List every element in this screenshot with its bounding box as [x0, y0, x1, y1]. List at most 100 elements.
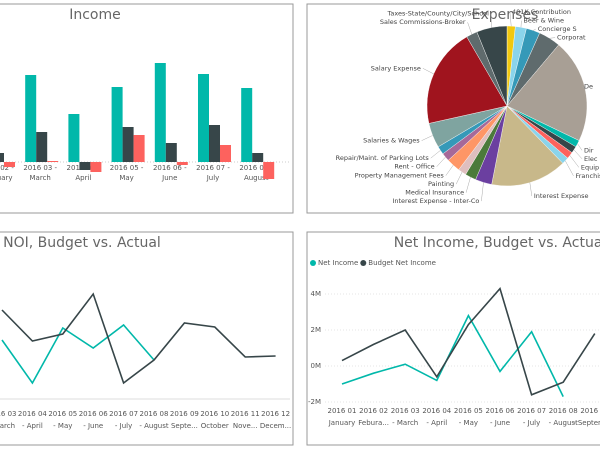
x-tick-label: 2016 09	[580, 407, 600, 415]
chart-title: NOI, Budget vs. Actual	[3, 235, 161, 251]
chart-title: Income	[69, 7, 121, 23]
pie-slice	[491, 105, 564, 187]
x-tick-label: 2016 01	[328, 407, 357, 415]
bar	[68, 114, 80, 162]
pie-label: Franchis	[575, 172, 600, 180]
x-tick-label: - July	[523, 419, 540, 427]
x-tick-label: Febura...	[358, 419, 389, 427]
leader-line	[549, 37, 556, 39]
legend-label: Net Income	[318, 259, 358, 267]
pie-label: Painting	[428, 180, 454, 188]
bar	[176, 162, 188, 165]
legend-label: Budget Net Income	[368, 259, 436, 267]
x-tick-label: - August	[139, 422, 169, 430]
leader-line	[436, 156, 446, 167]
y-tick-label: 0M	[311, 362, 322, 370]
x-tick-label: 2016 05	[454, 407, 483, 415]
x-tick-label: - September	[573, 419, 600, 427]
x-tick-label: 2016 02 -	[0, 164, 14, 172]
pie-label: Rent - Office	[394, 163, 434, 171]
x-tick-label: - July	[115, 422, 132, 430]
x-tick-label: 2016 06	[486, 407, 515, 415]
bar	[209, 125, 220, 162]
bar	[165, 143, 177, 162]
pie-label: Salaries & Wages	[363, 137, 420, 145]
bar	[220, 145, 231, 162]
leader-line	[467, 22, 472, 35]
x-tick-label: 2016 10	[200, 410, 229, 418]
bar	[133, 135, 145, 162]
leader-line	[465, 177, 471, 193]
bar	[241, 88, 253, 162]
bar	[111, 87, 123, 162]
x-tick-label: 2016 02	[359, 407, 388, 415]
bar	[198, 74, 209, 162]
leader-line	[445, 165, 454, 176]
x-tick-label: June	[161, 174, 177, 182]
bar	[4, 162, 15, 167]
bar	[79, 162, 91, 170]
pie-label: Interest Expense	[534, 192, 589, 200]
bar	[154, 63, 166, 162]
x-tick-label: April	[75, 174, 91, 182]
pie-label: Property Management Fees	[355, 172, 445, 180]
pie-label: Beer & Wine	[523, 17, 564, 25]
pie-label: Medical Insurance	[405, 189, 464, 197]
x-tick-label: Nove...	[233, 422, 258, 430]
x-tick-label: 2016 08	[140, 410, 169, 418]
x-tick-label: February	[0, 174, 13, 182]
x-tick-label: 2016 06	[79, 410, 108, 418]
pie-label: De	[584, 82, 593, 90]
x-tick-label: 2016 09	[170, 410, 199, 418]
leader-line	[490, 13, 492, 28]
bar	[90, 162, 102, 172]
line-series	[1, 323, 155, 385]
bar	[0, 153, 4, 162]
x-tick-label: - May	[459, 419, 478, 427]
x-tick-label: 2016 03	[0, 410, 16, 418]
x-tick-label: - May	[53, 422, 72, 430]
x-tick-label: 2016 04	[422, 407, 451, 415]
line-series	[1, 292, 276, 385]
x-tick-label: 2016 07	[517, 407, 546, 415]
leader-line	[577, 143, 583, 151]
pie-label: Equip	[581, 163, 599, 171]
x-tick-label: 2016 11	[231, 410, 260, 418]
x-tick-label: - August	[549, 419, 579, 427]
x-tick-label: January	[328, 419, 356, 427]
pie-slice	[476, 25, 508, 107]
leader-line	[565, 160, 574, 176]
x-tick-label: - June	[490, 419, 510, 427]
x-tick-label: 2016 06 -	[153, 164, 187, 172]
x-tick-label: 2016 04	[18, 410, 47, 418]
x-tick-label: 2016 07	[109, 410, 138, 418]
x-tick-label: March	[30, 174, 51, 182]
leader-line	[481, 182, 484, 202]
leader-line	[533, 28, 536, 31]
x-tick-label: - April	[22, 422, 43, 430]
y-tick-label: -2M	[308, 398, 321, 406]
x-tick-label: October	[201, 422, 229, 430]
x-tick-label: Septe...	[171, 422, 198, 430]
pie-label: Elec	[584, 155, 598, 163]
chart-title: Net Income, Budget vs. Actual	[394, 235, 600, 251]
line-series	[341, 313, 564, 397]
y-tick-label: 4M	[311, 290, 322, 298]
x-tick-label: 2016 05 -	[110, 164, 144, 172]
x-tick-label: 2016 05	[48, 410, 77, 418]
pie-label: Dir	[584, 146, 594, 154]
pie-label: Salary Expense	[371, 64, 421, 72]
x-tick-label: August	[244, 174, 269, 182]
x-tick-label: Decem...	[260, 422, 291, 430]
leader-line	[529, 182, 533, 197]
bar	[47, 161, 59, 162]
x-tick-label: - March	[0, 422, 15, 430]
leader-line	[421, 135, 433, 141]
bar	[263, 162, 275, 179]
x-tick-label: 2016 03 -	[23, 164, 57, 172]
pie-label: Repair/Maint. of Parking Lots	[336, 154, 430, 162]
pie-label: Concierge S	[538, 25, 577, 33]
panel	[0, 3, 294, 214]
